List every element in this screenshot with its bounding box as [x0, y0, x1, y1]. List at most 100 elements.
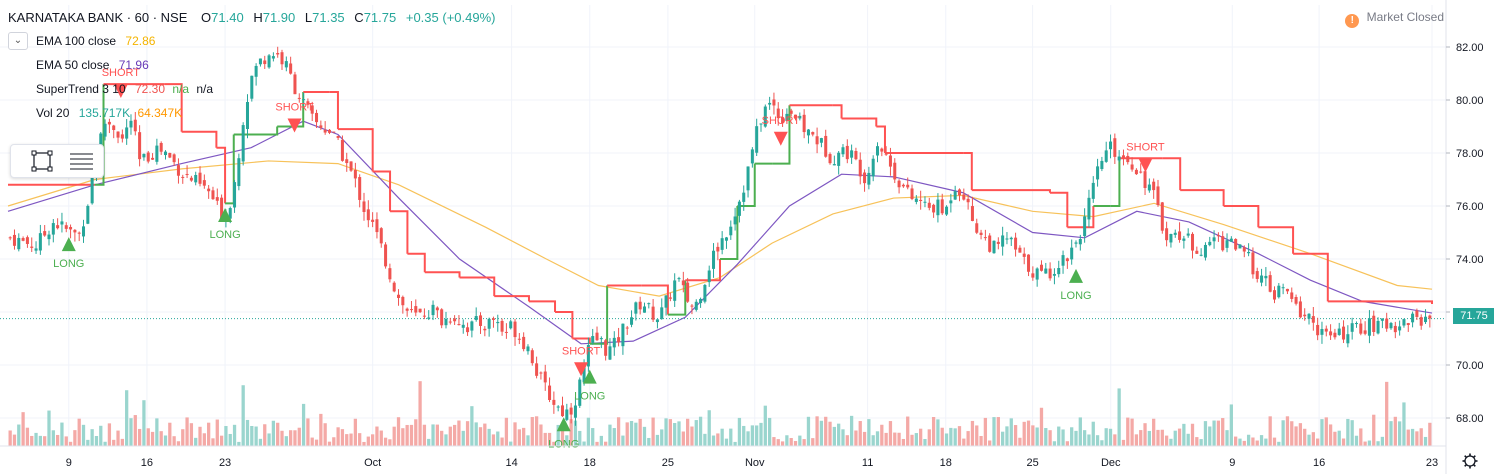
volume-bar — [271, 420, 276, 446]
candle-body — [1212, 237, 1216, 242]
candle-body — [146, 152, 150, 162]
volume-bar — [953, 428, 957, 446]
volume-bar — [1272, 437, 1277, 446]
list-settings-icon[interactable] — [67, 150, 95, 172]
volume-bar — [1208, 426, 1212, 446]
candle-body — [1074, 242, 1078, 244]
candle-body — [901, 184, 905, 187]
candle-body — [936, 199, 940, 216]
candle-body — [17, 237, 21, 250]
volume-bar — [1285, 416, 1290, 446]
candle-body — [358, 177, 362, 200]
candle-body — [1311, 316, 1315, 323]
collapse-legend-button[interactable]: ⌄ — [8, 32, 28, 50]
volume-bar — [746, 431, 750, 446]
volume-bar — [379, 430, 383, 446]
candle-body — [1009, 237, 1013, 240]
candle-body — [1109, 141, 1113, 150]
volume-bar — [880, 424, 884, 446]
candle-body — [1372, 315, 1376, 332]
candle-body — [345, 159, 349, 164]
candle-body — [323, 129, 327, 133]
volume-bar — [647, 437, 651, 446]
candle-body — [949, 200, 953, 204]
volume-bar — [81, 424, 86, 446]
volume-bar — [694, 420, 698, 446]
candle-body — [349, 161, 353, 171]
candle-body — [1350, 323, 1354, 332]
candle-body — [466, 327, 470, 333]
volume-bar — [737, 417, 742, 446]
rectangle-tool-icon[interactable] — [29, 150, 57, 172]
volume-bar — [1251, 437, 1255, 446]
legend-volume[interactable]: Vol 20 135.717K 64.347K — [36, 106, 182, 120]
volume-bar — [319, 413, 323, 446]
market-status[interactable]: ! Market Closed — [1345, 10, 1444, 28]
candle-body — [457, 324, 461, 326]
volume-bar — [793, 441, 798, 446]
volume-bar — [1367, 440, 1372, 446]
candle-body — [660, 307, 664, 319]
volume-bar — [1018, 437, 1022, 446]
legend-ema100[interactable]: EMA 100 close 72.86 — [36, 34, 155, 48]
open-value: O71.40 — [201, 10, 244, 25]
candle-body — [284, 61, 288, 68]
candle-body — [405, 308, 409, 311]
volume-bar — [150, 431, 155, 446]
volume-bar — [30, 435, 34, 446]
candle-body — [966, 198, 970, 203]
candle-body — [1290, 292, 1294, 299]
volume-bar — [457, 420, 461, 446]
volume-bar — [685, 418, 690, 446]
candle-body — [763, 106, 767, 127]
supertrend-segment — [528, 300, 557, 312]
volume-bar — [1290, 421, 1294, 446]
volume-bar — [215, 419, 219, 446]
volume-bar — [146, 428, 150, 446]
candle-body — [1385, 318, 1389, 329]
candle-body — [43, 231, 47, 236]
legend-supertrend[interactable]: SuperTrend 3 10 72.30 n/a n/a — [36, 82, 213, 96]
ema50-name: EMA 50 close — [36, 58, 110, 72]
time-tick-label: 9 — [1229, 457, 1235, 469]
candle-body — [686, 282, 690, 302]
time-tick-label: 18 — [940, 457, 952, 469]
candle-body — [185, 173, 189, 175]
volume-bar — [517, 429, 521, 446]
candle-body — [1078, 239, 1082, 245]
candle-body — [56, 225, 60, 229]
volume-bar — [310, 437, 314, 446]
candle-body — [1104, 150, 1108, 162]
candle-body — [228, 208, 232, 219]
legend-ema50[interactable]: EMA 50 close 71.96 — [36, 58, 149, 72]
symbol-header[interactable]: KARNATAKA BANK · 60 · NSE O71.40 H71.90 … — [8, 10, 501, 25]
volume-bar — [1238, 438, 1242, 446]
candle-body — [379, 228, 383, 244]
supertrend-segment — [1258, 226, 1295, 254]
volume-bar — [1169, 438, 1173, 446]
candle-body — [297, 97, 301, 99]
volume-bar — [461, 430, 465, 446]
candle-body — [1337, 328, 1341, 335]
volume-bar — [258, 438, 263, 446]
supertrend-segment — [233, 126, 279, 136]
candle-body — [1216, 235, 1220, 237]
candle-body — [1406, 323, 1410, 326]
gear-icon[interactable] — [1462, 453, 1478, 469]
candle-body — [1061, 255, 1065, 266]
candle-body — [38, 233, 42, 251]
candle-body — [824, 135, 828, 157]
volume-bar — [383, 437, 388, 446]
candle-body — [1316, 324, 1320, 336]
candle-body — [125, 127, 129, 139]
volume-bar — [1397, 421, 1402, 446]
candle-body — [716, 246, 720, 252]
candle-body — [828, 154, 832, 164]
volume-bar — [811, 438, 815, 446]
candle-body — [578, 379, 582, 406]
supertrend-segment — [832, 104, 843, 119]
volume-bar — [828, 421, 832, 446]
price-tick-label: 74.00 — [1456, 254, 1484, 266]
volume-bar — [513, 422, 517, 446]
